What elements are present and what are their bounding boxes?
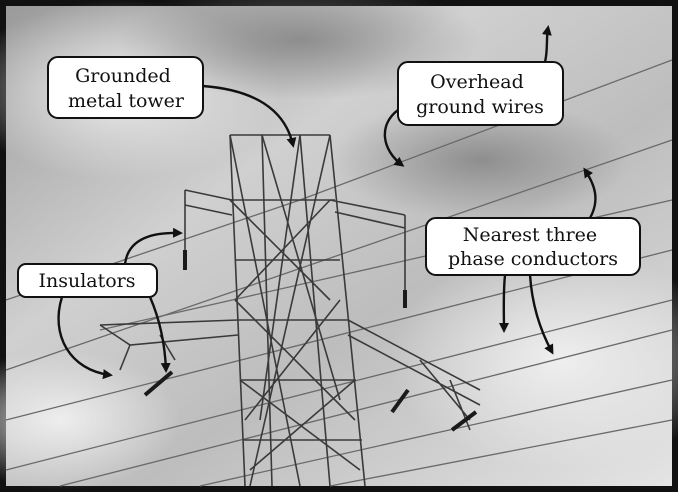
callout-line: Grounded: [75, 65, 171, 87]
callout-line: metal tower: [68, 90, 185, 112]
callout-line: Insulators: [38, 270, 135, 292]
callout-text: Insulators: [38, 270, 135, 292]
photo-figure: Grounded metal tower Overhead ground wir…: [0, 0, 678, 492]
callout: Grounded metal tower: [48, 57, 203, 118]
callout: Nearest three phase conductors: [426, 218, 640, 275]
callout: Insulators: [18, 264, 157, 297]
callout-line: phase conductors: [448, 248, 618, 270]
callout: Overhead ground wires: [398, 62, 563, 125]
callout-line: Nearest three: [463, 224, 597, 246]
callout-line: Overhead: [430, 71, 524, 93]
callout-line: ground wires: [416, 96, 544, 118]
